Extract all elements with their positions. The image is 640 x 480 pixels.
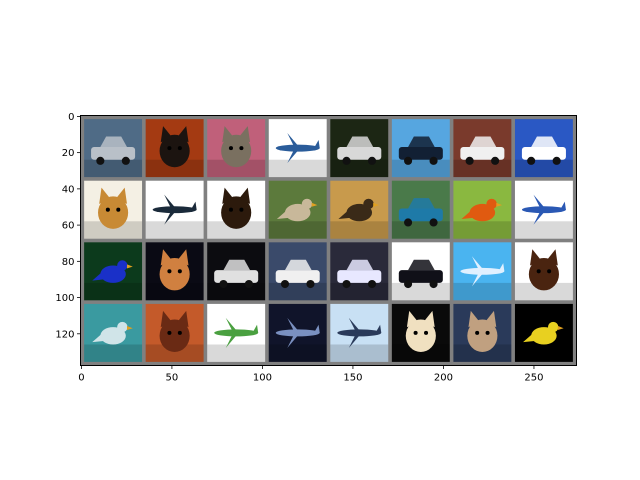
image-tile [453, 180, 512, 239]
image-tile [207, 180, 266, 239]
image-tile [84, 180, 143, 239]
image-tile [514, 180, 573, 239]
image-tile [268, 119, 327, 178]
image-tile [391, 303, 450, 362]
x-tick-label: 150 [343, 373, 362, 384]
image-tile [84, 119, 143, 178]
image-tile [145, 180, 204, 239]
y-tick-label: 40 [62, 184, 75, 195]
image-tile [207, 303, 266, 362]
image-tile [330, 303, 389, 362]
y-tick-label: 80 [62, 257, 75, 268]
x-tick-label: 250 [524, 373, 543, 384]
image-tile [145, 303, 204, 362]
axes-frame [80, 115, 577, 366]
image-tile [207, 119, 266, 178]
y-tick-label: 100 [55, 293, 74, 304]
image-tile [145, 242, 204, 301]
image-tile [145, 119, 204, 178]
image-tile [453, 303, 512, 362]
image-tile [514, 303, 573, 362]
y-tick-label: 20 [62, 148, 75, 159]
image-tile [268, 242, 327, 301]
x-axis: 0 50 100 150 200 250 [78, 365, 544, 384]
image-tile [84, 242, 143, 301]
x-tick-label: 0 [78, 373, 84, 384]
image-tile [391, 119, 450, 178]
y-tick-label: 0 [68, 112, 74, 123]
y-axis: 0 20 40 60 80 100 120 [55, 112, 81, 340]
y-tick-label: 60 [62, 221, 75, 232]
x-tick-label: 100 [253, 373, 272, 384]
x-tick-label: 50 [166, 373, 179, 384]
x-tick-label: 200 [434, 373, 453, 384]
image-tile [514, 119, 573, 178]
image-tile [453, 242, 512, 301]
y-tick-label: 120 [55, 329, 74, 340]
image-grid [80, 115, 577, 366]
image-tile [268, 180, 327, 239]
image-tile [391, 180, 450, 239]
image-tile [330, 180, 389, 239]
image-tile [207, 242, 266, 301]
image-tile [514, 242, 573, 301]
image-tile [391, 242, 450, 301]
image-tile [268, 303, 327, 362]
image-tile [453, 119, 512, 178]
image-tile [330, 242, 389, 301]
image-tile [330, 119, 389, 178]
image-tile [84, 303, 143, 362]
